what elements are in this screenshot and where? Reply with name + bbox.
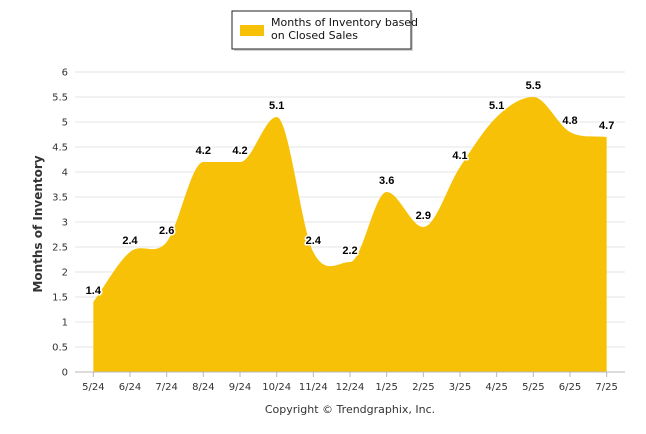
y-tick-label-5: 2.5 xyxy=(52,243,68,254)
y-tick-label-10: 5 xyxy=(62,118,68,129)
data-label-3: 4.2 xyxy=(196,145,211,157)
copyright-credit: Copyright © Trendgraphix, Inc. xyxy=(265,403,435,416)
data-label-13: 4.8 xyxy=(562,115,577,127)
data-label-14: 4.7 xyxy=(599,120,614,132)
y-tick-label-1: 0.5 xyxy=(52,343,68,354)
data-label-8: 3.6 xyxy=(379,175,394,187)
data-label-4: 4.2 xyxy=(232,145,247,157)
data-label-11: 5.1 xyxy=(489,100,504,112)
legend-swatch xyxy=(240,25,264,36)
x-tick-label-6: 11/24 xyxy=(299,382,328,393)
y-tick-label-0: 0 xyxy=(62,368,68,379)
data-label-6: 2.4 xyxy=(306,235,322,247)
legend[interactable]: Months of Inventory based on Closed Sale… xyxy=(231,10,418,51)
data-label-7: 2.2 xyxy=(342,245,357,257)
y-axis-title: Months of Inventory xyxy=(31,155,45,292)
y-tick-label-4: 2 xyxy=(62,268,68,279)
data-label-5: 5.1 xyxy=(269,100,284,112)
x-tick-label-10: 3/25 xyxy=(449,382,471,393)
y-tick-label-2: 1 xyxy=(62,318,68,329)
x-tick-label-7: 12/24 xyxy=(336,382,365,393)
data-label-1: 2.4 xyxy=(122,235,138,247)
legend-label-line-1: Months of Inventory based xyxy=(271,16,418,29)
x-tick-label-11: 4/25 xyxy=(485,382,507,393)
y-tick-label-3: 1.5 xyxy=(52,293,68,304)
y-tick-label-9: 4.5 xyxy=(52,143,68,154)
y-tick-label-11: 5.5 xyxy=(52,93,68,104)
x-tick-label-1: 6/24 xyxy=(119,382,141,393)
data-label-9: 2.9 xyxy=(416,210,431,222)
x-tick-label-12: 5/25 xyxy=(522,382,544,393)
x-tick-label-8: 1/25 xyxy=(375,382,397,393)
data-labels: 1.4 2.4 2.6 4.2 4.2 5.1 2.4 2.2 3.6 2.9 4.1 5.1 5.5 4… xyxy=(84,79,616,299)
data-label-2: 2.6 xyxy=(159,225,174,237)
y-tick-label-7: 3.5 xyxy=(52,193,68,204)
x-tick-label-4: 9/24 xyxy=(229,382,251,393)
legend-label-line-2: on Closed Sales xyxy=(271,29,358,42)
x-tick-label-0: 5/24 xyxy=(82,382,104,393)
data-label-10: 4.1 xyxy=(452,150,467,162)
x-tick-label-9: 2/25 xyxy=(412,382,434,393)
series-area-path[interactable] xyxy=(93,97,607,372)
y-tick-label-8: 4 xyxy=(62,168,68,179)
series-area xyxy=(93,97,607,372)
x-tick-label-5: 10/24 xyxy=(262,382,291,393)
axes: 0 0.5 1 1.5 2 2.5 3 3.5 4 4.5 5 5.5 6 5/24 6/24 7/24 8/2… xyxy=(52,68,625,393)
x-tick-label-3: 8/24 xyxy=(192,382,214,393)
data-label-12: 5.5 xyxy=(526,80,541,92)
y-tick-label-12: 6 xyxy=(62,68,68,79)
x-tick-label-13: 6/25 xyxy=(559,382,581,393)
y-tick-label-6: 3 xyxy=(62,218,68,229)
x-tick-label-14: 7/25 xyxy=(595,382,617,393)
x-tick-label-2: 7/24 xyxy=(155,382,177,393)
data-label-0: 1.4 xyxy=(86,285,102,297)
